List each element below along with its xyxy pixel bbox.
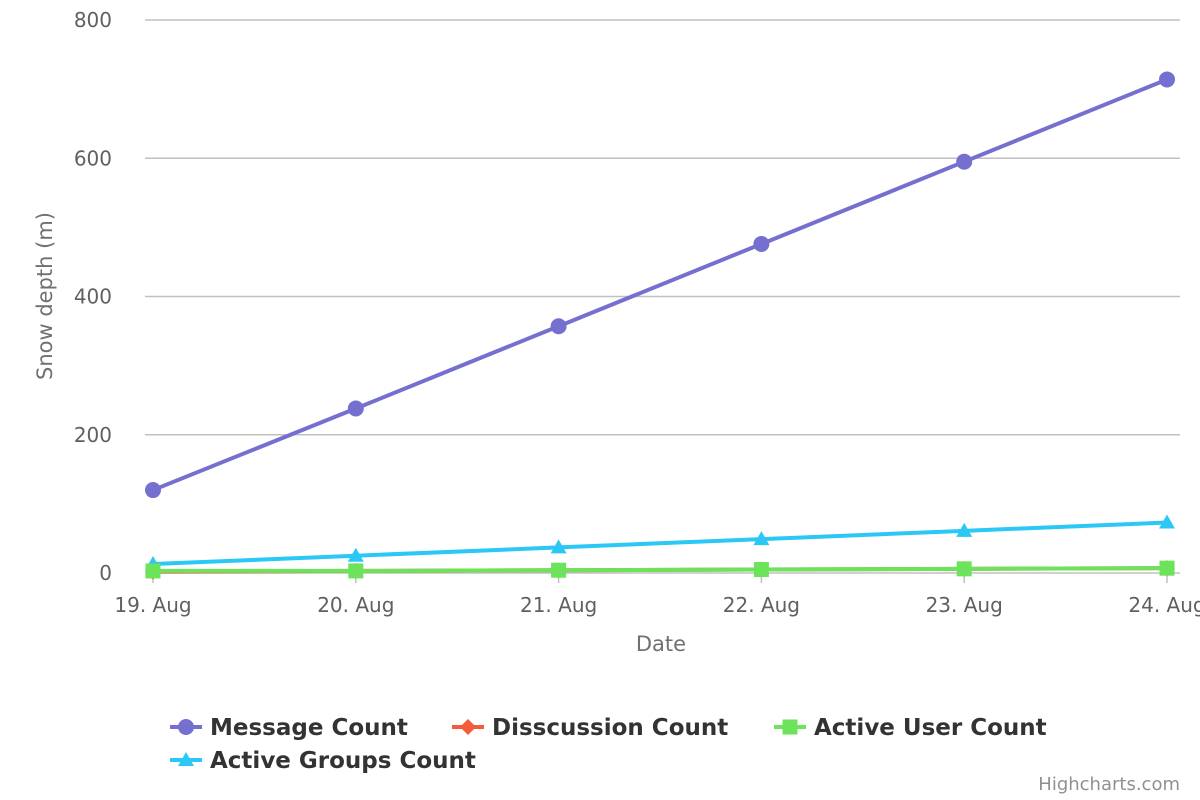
credits-link[interactable]: Highcharts.com xyxy=(1038,774,1180,795)
y-axis-title: Snow depth (m) xyxy=(33,212,57,380)
axes xyxy=(145,572,1180,583)
legend-symbol-diamond-icon[interactable] xyxy=(460,719,476,735)
series-active-groups-count xyxy=(145,514,1175,571)
legend-item-disscussion-count[interactable]: Disscussion Count xyxy=(452,715,728,741)
x-tick-label: 23. Aug xyxy=(926,593,1003,617)
x-axis-tick-labels: 19. Aug 20. Aug 21. Aug 22. Aug 23. Aug 24. A… xyxy=(114,593,1200,617)
data-point-message-count[interactable] xyxy=(753,235,770,252)
data-point-message-count[interactable] xyxy=(956,153,973,170)
y-tick-label-600: 600 xyxy=(74,146,112,170)
x-tick-label: 21. Aug xyxy=(520,593,597,617)
legend-label: Active Groups Count xyxy=(210,748,476,774)
series-line-active-user-count xyxy=(151,566,1169,573)
legend-label: Active User Count xyxy=(814,715,1047,741)
data-point-active-groups-count[interactable] xyxy=(956,522,973,537)
data-point-message-count[interactable] xyxy=(1159,71,1175,88)
y-tick-label-400: 400 xyxy=(74,285,112,309)
data-point-message-count[interactable] xyxy=(347,400,364,417)
x-tick-label: 22. Aug xyxy=(723,593,800,617)
data-point-active-groups-count[interactable] xyxy=(550,539,567,554)
data-point-active-groups-count[interactable] xyxy=(347,547,364,562)
data-point-active-user-count[interactable] xyxy=(956,561,972,577)
data-point-active-user-count[interactable] xyxy=(348,563,364,579)
y-tick-label-0: 0 xyxy=(99,561,112,585)
legend: Message Count Disscussion Count Active Use… xyxy=(170,715,1047,774)
series-line-message-count xyxy=(151,77,1169,493)
legend-label: Disscussion Count xyxy=(492,715,728,741)
x-axis-title: Date xyxy=(636,632,686,656)
legend-symbol-circle-icon[interactable] xyxy=(178,719,194,735)
legend-symbol-triangle-icon[interactable] xyxy=(178,752,194,766)
legend-symbol-square-icon[interactable] xyxy=(782,719,798,735)
x-tick-label: 19. Aug xyxy=(114,593,191,617)
y-tick-label-200: 200 xyxy=(74,423,112,447)
legend-item-active-groups-count[interactable]: Active Groups Count xyxy=(170,748,476,774)
data-point-active-groups-count[interactable] xyxy=(1159,514,1175,529)
series-active-user-count xyxy=(145,560,1175,579)
grid-lines xyxy=(145,19,1180,436)
data-point-active-user-count[interactable] xyxy=(145,563,161,579)
x-tick-label: 20. Aug xyxy=(317,593,394,617)
data-point-active-user-count[interactable] xyxy=(753,562,769,578)
data-point-active-user-count[interactable] xyxy=(551,562,567,578)
x-tick-label: 24. Aug xyxy=(1128,593,1200,617)
y-tick-label-800: 800 xyxy=(74,8,112,32)
data-point-message-count[interactable] xyxy=(550,318,567,335)
legend-item-active-user-count[interactable]: Active User Count xyxy=(774,715,1047,741)
y-axis-tick-labels: 0 200 400 600 800 xyxy=(74,8,112,585)
series-message-count xyxy=(145,71,1175,499)
legend-item-message-count[interactable]: Message Count xyxy=(170,715,408,741)
legend-label: Message Count xyxy=(210,715,408,741)
data-point-active-user-count[interactable] xyxy=(1159,560,1175,576)
series-line-active-groups-count xyxy=(151,520,1169,567)
data-point-active-groups-count[interactable] xyxy=(753,531,770,546)
data-point-message-count[interactable] xyxy=(145,482,161,499)
series-group xyxy=(145,71,1175,580)
